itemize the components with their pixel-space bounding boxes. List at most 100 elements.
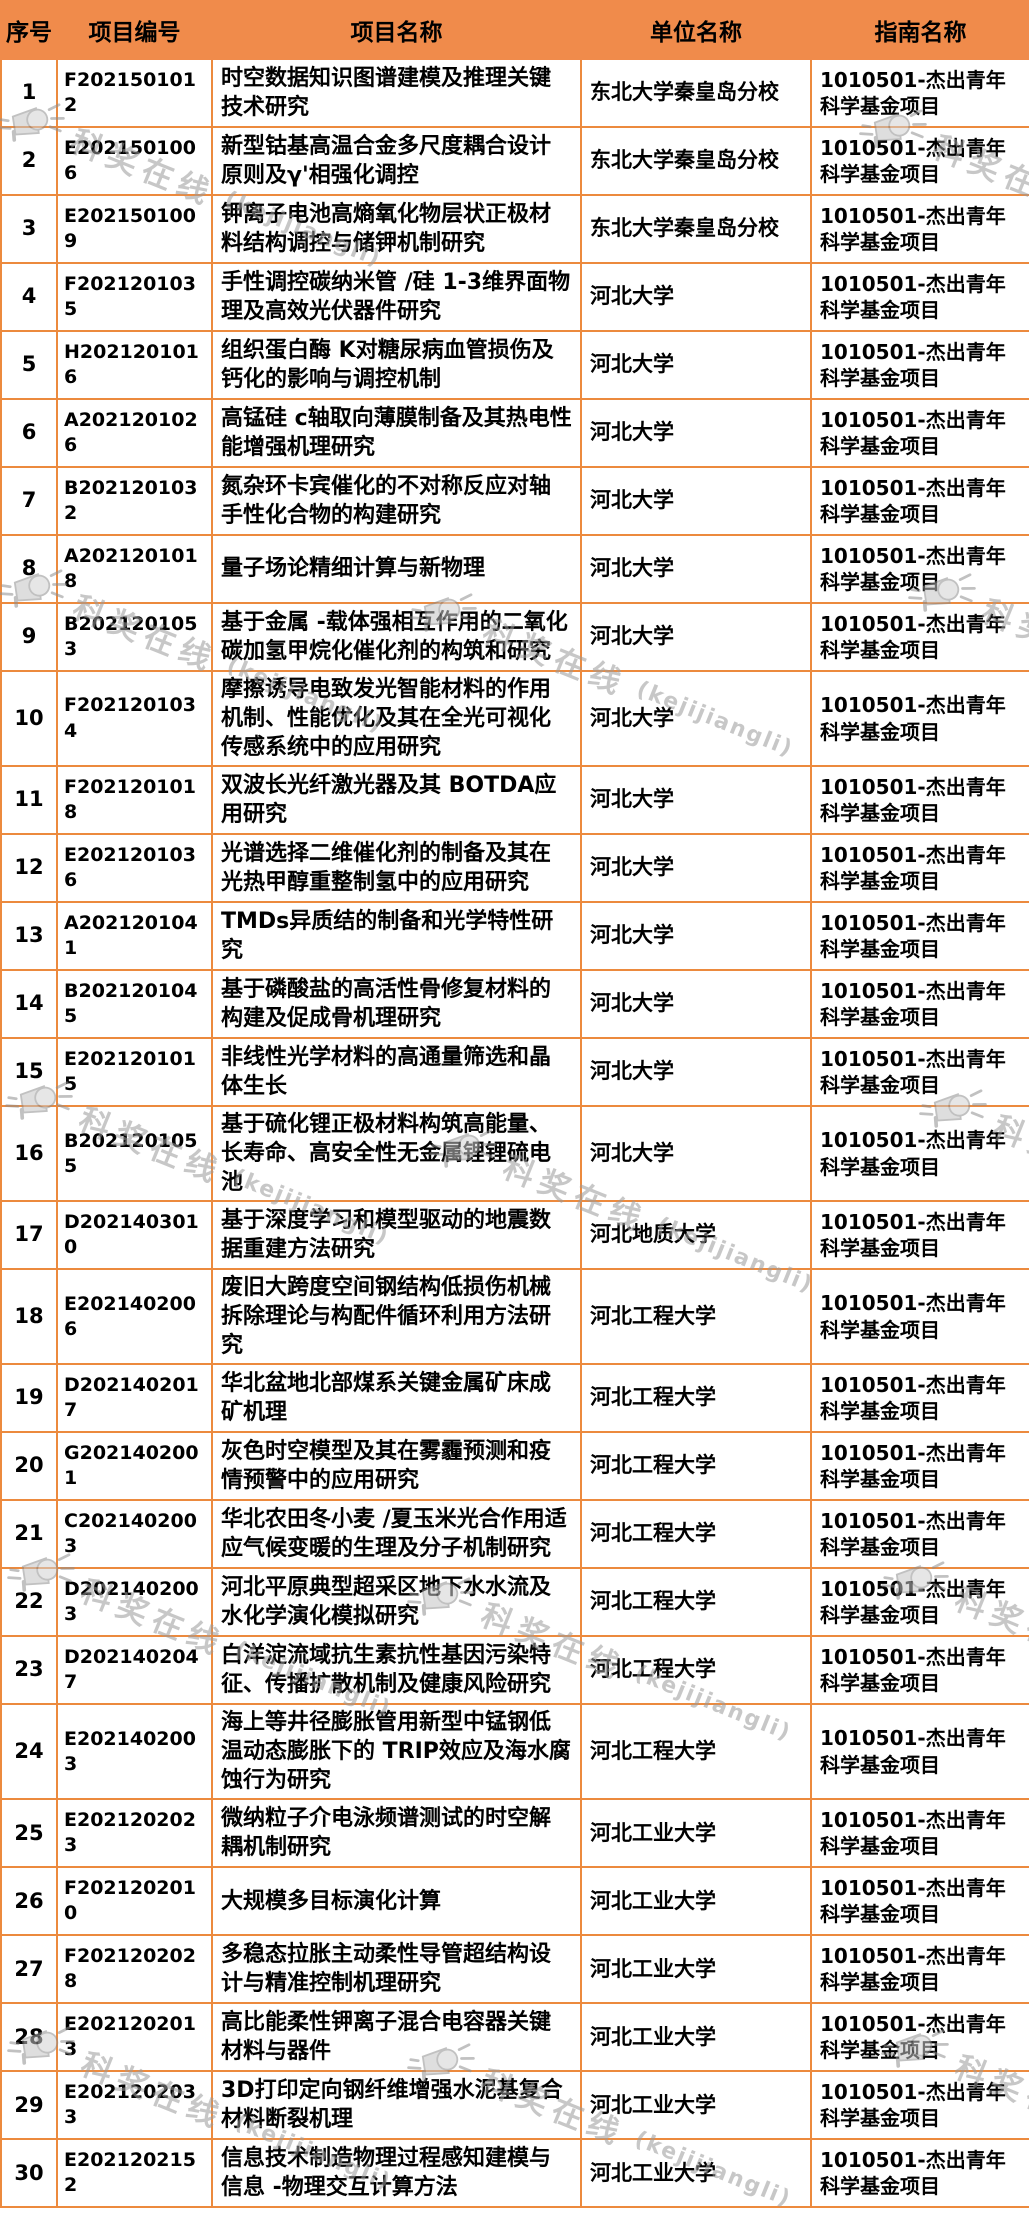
table-row: 5 H2021201016 组织蛋白酶 K对糖尿病血管损伤及钙化的影响与调控机制 河北… [0, 330, 1029, 400]
cell-guide: 1010501-杰出青年科学基金项目 [810, 534, 1029, 604]
cell-no: 16 [0, 1105, 58, 1203]
cell-no: 27 [0, 1934, 58, 2005]
cell-code: B2021201032 [56, 466, 213, 536]
cell-name: 灰色时空模型及其在雾霾预测和疫情预警中的应用研究 [211, 1431, 582, 1502]
cell-unit: 河北大学 [580, 1037, 812, 1108]
cell-guide: 1010501-杰出青年科学基金项目 [810, 126, 1029, 196]
cell-name: 3D打印定向钢纤维增强水泥基复合材料断裂机理 [211, 2070, 582, 2141]
cell-name: 手性调控碳纳米管 /硅 1-3维界面物理及高效光伏器件研究 [211, 262, 582, 332]
cell-unit: 河北地质大学 [580, 1200, 812, 1271]
cell-no: 2 [0, 126, 58, 196]
cell-guide: 1010501-杰出青年科学基金项目 [810, 1037, 1029, 1108]
cell-guide: 1010501-杰出青年科学基金项目 [810, 1866, 1029, 1937]
cell-code: E2021202152 [56, 2138, 213, 2209]
cell-no: 19 [0, 1363, 58, 1434]
cell-unit: 河北大学 [580, 765, 812, 836]
table-row: 10 F2021201034 摩擦诱导电致发光智能材料的作用机制、性能优化及其在全光… [0, 669, 1029, 768]
cell-code: A2021201041 [56, 901, 213, 972]
col-header-code: 项目编号 [56, 0, 213, 60]
cell-no: 26 [0, 1866, 58, 1937]
cell-code: E2021202023 [56, 1798, 213, 1869]
cell-code: F2021202010 [56, 1866, 213, 1937]
cell-unit: 河北工业大学 [580, 2002, 812, 2073]
cell-code: B2021201045 [56, 969, 213, 1040]
cell-unit: 河北大学 [580, 969, 812, 1040]
cell-code: F2021202028 [56, 1934, 213, 2005]
cell-unit: 河北大学 [580, 330, 812, 400]
cell-name: 信息技术制造物理过程感知建模与信息 -物理交互计算方法 [211, 2138, 582, 2209]
cell-guide: 1010501-杰出青年科学基金项目 [810, 1431, 1029, 1502]
cell-name: 光谱选择二维催化剂的制备及其在光热甲醇重整制氢中的应用研究 [211, 833, 582, 904]
cell-guide: 1010501-杰出青年科学基金项目 [810, 1363, 1029, 1434]
cell-guide: 1010501-杰出青年科学基金项目 [810, 1499, 1029, 1570]
cell-name: 白洋淀流域抗生素抗性基因污染特征、传播扩散机制及健康风险研究 [211, 1635, 582, 1706]
cell-unit: 河北大学 [580, 901, 812, 972]
cell-code: D2021402003 [56, 1567, 213, 1638]
table-row: 14 B2021201045 基于磷酸盐的高活性骨修复材料的构建及促成骨机理研究 河北… [0, 969, 1029, 1040]
cell-unit: 河北工业大学 [580, 2070, 812, 2141]
cell-guide: 1010501-杰出青年科学基金项目 [810, 969, 1029, 1040]
table-row: 29 E2021202033 3D打印定向钢纤维增强水泥基复合材料断裂机理 河北工业大… [0, 2070, 1029, 2141]
cell-unit: 河北工程大学 [580, 1703, 812, 1801]
cell-code: F2021201034 [56, 669, 213, 768]
cell-guide: 1010501-杰出青年科学基金项目 [810, 2002, 1029, 2073]
cell-name: 钾离子电池高熵氧化物层状正极材料结构调控与储钾机制研究 [211, 194, 582, 264]
cell-code: D2021403010 [56, 1200, 213, 1271]
cell-no: 14 [0, 969, 58, 1040]
cell-name: 双波长光纤激光器及其 BOTDA应用研究 [211, 765, 582, 836]
cell-name: 摩擦诱导电致发光智能材料的作用机制、性能优化及其在全光可视化传感系统中的应用研究 [211, 669, 582, 768]
cell-no: 18 [0, 1268, 58, 1366]
cell-guide: 1010501-杰出青年科学基金项目 [810, 1798, 1029, 1869]
cell-name: 时空数据知识图谱建模及推理关键技术研究 [211, 58, 582, 128]
cell-code: A2021201026 [56, 398, 213, 468]
cell-no: 13 [0, 901, 58, 972]
cell-guide: 1010501-杰出青年科学基金项目 [810, 466, 1029, 536]
cell-name: 新型钴基高温合金多尺度耦合设计原则及γ'相强化调控 [211, 126, 582, 196]
cell-no: 8 [0, 534, 58, 604]
cell-code: B2021201053 [56, 602, 213, 672]
cell-code: E2021402006 [56, 1268, 213, 1366]
cell-no: 4 [0, 262, 58, 332]
cell-code: F2021201018 [56, 765, 213, 836]
cell-unit: 河北大学 [580, 1105, 812, 1203]
cell-code: E2021402003 [56, 1703, 213, 1801]
cell-guide: 1010501-杰出青年科学基金项目 [810, 398, 1029, 468]
cell-name: 基于磷酸盐的高活性骨修复材料的构建及促成骨机理研究 [211, 969, 582, 1040]
table-row: 2 E2021501006 新型钴基高温合金多尺度耦合设计原则及γ'相强化调控 东北大… [0, 126, 1029, 196]
cell-code: A2021201018 [56, 534, 213, 604]
cell-unit: 东北大学秦皇岛分校 [580, 126, 812, 196]
cell-guide: 1010501-杰出青年科学基金项目 [810, 833, 1029, 904]
cell-name: 华北盆地北部煤系关键金属矿床成矿机理 [211, 1363, 582, 1434]
cell-code: E2021501006 [56, 126, 213, 196]
cell-unit: 东北大学秦皇岛分校 [580, 58, 812, 128]
table-row: 25 E2021202023 微纳粒子介电泳频谱测试的时空解耦机制研究 河北工业大学 1… [0, 1798, 1029, 1869]
col-header-name: 项目名称 [211, 0, 582, 60]
cell-no: 23 [0, 1635, 58, 1706]
cell-code: E2021202033 [56, 2070, 213, 2141]
cell-no: 3 [0, 194, 58, 264]
cell-unit: 河北工程大学 [580, 1567, 812, 1638]
cell-unit: 河北工程大学 [580, 1268, 812, 1366]
table-row: 15 E2021201015 非线性光学材料的高通量筛选和晶体生长 河北大学 10105… [0, 1037, 1029, 1108]
cell-code: E2021501009 [56, 194, 213, 264]
cell-unit: 河北大学 [580, 398, 812, 468]
cell-name: 华北农田冬小麦 /夏玉米光合作用适应气候变暖的生理及分子机制研究 [211, 1499, 582, 1570]
cell-no: 6 [0, 398, 58, 468]
cell-name: 组织蛋白酶 K对糖尿病血管损伤及钙化的影响与调控机制 [211, 330, 582, 400]
cell-guide: 1010501-杰出青年科学基金项目 [810, 1703, 1029, 1801]
table-row: 22 D2021402003 河北平原典型超采区地下水水流及水化学演化模拟研究 河北工… [0, 1567, 1029, 1638]
cell-unit: 东北大学秦皇岛分校 [580, 194, 812, 264]
cell-no: 12 [0, 833, 58, 904]
cell-no: 28 [0, 2002, 58, 2073]
cell-code: E2021201036 [56, 833, 213, 904]
cell-name: 海上等井径膨胀管用新型中锰钢低温动态膨胀下的 TRIP效应及海水腐蚀行为研究 [211, 1703, 582, 1801]
table-row: 6 A2021201026 高锰硅 c轴取向薄膜制备及其热电性能增强机理研究 河北大学… [0, 398, 1029, 468]
cell-guide: 1010501-杰出青年科学基金项目 [810, 262, 1029, 332]
cell-no: 5 [0, 330, 58, 400]
cell-unit: 河北大学 [580, 262, 812, 332]
cell-no: 22 [0, 1567, 58, 1638]
table-row: 9 B2021201053 基于金属 -载体强相互作用的二氧化碳加氢甲烷化催化剂的构… [0, 602, 1029, 672]
cell-name: 多稳态拉胀主动柔性导管超结构设计与精准控制机理研究 [211, 1934, 582, 2005]
